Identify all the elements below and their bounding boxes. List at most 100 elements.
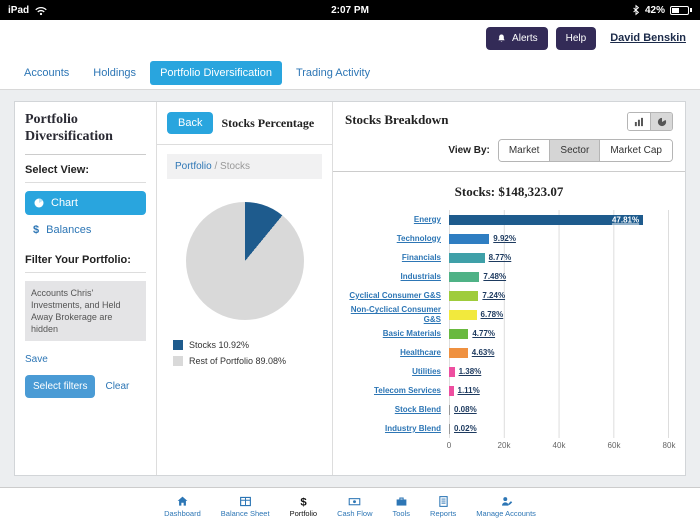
bottom-nav-reports[interactable]: Reports — [430, 495, 456, 518]
view-by-sector[interactable]: Sector — [549, 140, 600, 161]
bar-row-cyclical-consumer-g-s: Cyclical Consumer G&S 7.24% — [337, 286, 669, 305]
bar-category-utilities[interactable]: Utilities — [412, 366, 441, 376]
bar-plot: 6.78% — [449, 305, 669, 324]
view-balances-link[interactable]: $ Balances — [25, 219, 146, 241]
help-button[interactable]: Help — [555, 26, 597, 50]
bar-plot: 4.63% — [449, 343, 669, 362]
bottom-nav-tools[interactable]: Tools — [392, 495, 411, 518]
bar-plot: 4.77% — [449, 324, 669, 343]
save-link[interactable]: Save — [25, 354, 48, 366]
bottom-nav-label: Tools — [392, 509, 411, 518]
bar-row-energy: Energy 47.81% — [337, 210, 669, 229]
x-axis: 0 20k 40k 60k 80k — [446, 438, 676, 453]
bar-category-stock-blend[interactable]: Stock Blend — [394, 404, 441, 414]
bar-category-cyclical-consumer-g-s[interactable]: Cyclical Consumer G&S — [349, 290, 441, 300]
x-tick-80k: 80k — [662, 441, 676, 450]
bar-value-basic-materials[interactable]: 4.77% — [472, 329, 496, 338]
bottom-nav-label: Balance Sheet — [220, 509, 270, 518]
bottom-nav-balance-sheet[interactable]: Balance Sheet — [221, 495, 270, 518]
view-chart-button[interactable]: Chart — [25, 190, 146, 215]
app-header: Alerts Help David Benskin — [0, 20, 700, 56]
user-name-link[interactable]: David Benskin — [610, 32, 686, 44]
bar-value-cyclical-consumer-g-s[interactable]: 7.24% — [482, 291, 506, 300]
tab-portfolio-diversification[interactable]: Portfolio Diversification — [150, 60, 282, 85]
status-time: 2:07 PM — [331, 4, 369, 16]
view-by-label: View By: — [448, 145, 490, 156]
tab-accounts[interactable]: Accounts — [24, 66, 70, 79]
legend-item-stocks: Stocks 10.92% — [173, 340, 316, 350]
bar-plot: 47.81% — [449, 210, 669, 229]
bottom-nav-cash-flow[interactable]: Cash Flow — [337, 495, 373, 518]
bar-industry-blend[interactable] — [449, 423, 450, 434]
alerts-button[interactable]: Alerts — [486, 26, 548, 50]
tab-trading-activity[interactable]: Trading Activity — [295, 66, 371, 79]
help-label: Help — [565, 32, 587, 44]
bar-row-industry-blend: Industry Blend 0.02% — [337, 419, 669, 438]
bar-row-financials: Financials 8.77% — [337, 248, 669, 267]
bar-view-icon-button[interactable] — [628, 113, 650, 130]
bar-telecom-services[interactable] — [449, 385, 454, 396]
stocks-percentage-panel: Back Stocks Percentage Portfolio / Stock… — [157, 102, 333, 475]
bar-healthcare[interactable] — [449, 347, 468, 358]
tab-holdings[interactable]: Holdings — [93, 66, 137, 79]
bar-financials[interactable] — [449, 252, 485, 263]
bar-technology[interactable] — [449, 233, 490, 244]
bar-non-cyclical-consumer-g-s[interactable] — [449, 309, 477, 320]
back-button[interactable]: Back — [167, 112, 214, 134]
view-by-segmented: Market Sector Market Cap — [497, 139, 673, 162]
status-bar: iPad 2:07 PM 42% — [0, 0, 700, 20]
select-filters-button[interactable]: Select filters — [25, 375, 96, 399]
view-by-market-cap[interactable]: Market Cap — [599, 140, 672, 161]
clear-link[interactable]: Clear — [105, 381, 130, 393]
bar-value-utilities[interactable]: 1.38% — [458, 367, 482, 376]
view-by-market[interactable]: Market — [498, 140, 550, 161]
bar-row-basic-materials: Basic Materials 4.77% — [337, 324, 669, 343]
bar-category-financials[interactable]: Financials — [401, 252, 441, 262]
bar-value-telecom-services[interactable]: 1.11% — [457, 386, 480, 395]
legend-swatch — [173, 340, 183, 350]
filters-row: Select filters Clear — [25, 375, 146, 399]
reports-icon — [437, 495, 450, 508]
bar-row-stock-blend: Stock Blend 0.08% — [337, 400, 669, 419]
breadcrumb-portfolio-link[interactable]: Portfolio — [175, 161, 212, 172]
bar-energy[interactable]: 47.81% — [449, 214, 644, 225]
pie-view-icon-button[interactable] — [650, 113, 672, 130]
bar-value-technology[interactable]: 9.92% — [493, 234, 516, 243]
legend-swatch — [173, 356, 183, 366]
pie-legend: Stocks 10.92% Rest of Portfolio 89.08% — [157, 340, 332, 372]
device-label: iPad — [8, 4, 30, 16]
bar-category-energy[interactable]: Energy — [413, 214, 441, 224]
dollar-icon: $ — [33, 223, 40, 236]
x-tick-0: 0 — [446, 441, 452, 450]
bar-cyclical-consumer-g-s[interactable] — [449, 290, 479, 301]
bar-value-industrials[interactable]: 7.48% — [483, 272, 507, 281]
bar-value-non-cyclical-consumer-g-s[interactable]: 6.78% — [480, 310, 504, 319]
cash-flow-icon — [348, 495, 361, 508]
breakdown-header-row1: Stocks Breakdown — [345, 112, 673, 131]
bar-stock-blend[interactable] — [449, 404, 450, 415]
bar-value-healthcare[interactable]: 4.63% — [471, 348, 495, 357]
bottom-nav-manage-accounts[interactable]: Manage Accounts — [476, 495, 536, 518]
bar-category-industrials[interactable]: Industrials — [400, 271, 441, 281]
bar-value-stock-blend[interactable]: 0.08% — [454, 405, 477, 414]
bar-category-basic-materials[interactable]: Basic Materials — [382, 328, 441, 338]
bar-category-healthcare[interactable]: Healthcare — [400, 347, 441, 357]
status-right: 42% — [632, 4, 692, 16]
bar-basic-materials[interactable] — [449, 328, 469, 339]
bar-value-financials[interactable]: 8.77% — [488, 253, 512, 262]
bar-industrials[interactable] — [449, 271, 480, 282]
bottom-nav-label: Dashboard — [164, 509, 201, 518]
bar-category-non-cyclical-consumer-g-s[interactable]: Non-Cyclical Consumer G&S — [350, 305, 441, 324]
pie-chart[interactable] — [185, 202, 304, 320]
bar-value-industry-blend[interactable]: 0.02% — [454, 424, 477, 433]
bar-value-energy[interactable]: 47.81% — [611, 215, 640, 224]
bar-utilities[interactable] — [449, 366, 455, 377]
bottom-nav-dashboard[interactable]: Dashboard — [164, 495, 201, 518]
breadcrumb: Portfolio / Stocks — [167, 154, 322, 179]
bottom-nav-label: Manage Accounts — [476, 509, 536, 518]
bar-category-telecom-services[interactable]: Telecom Services — [373, 385, 441, 395]
bottom-nav-portfolio[interactable]: $ Portfolio — [290, 495, 318, 518]
bar-category-technology[interactable]: Technology — [396, 233, 441, 243]
bar-category-industry-blend[interactable]: Industry Blend — [384, 423, 441, 433]
bluetooth-icon — [632, 4, 640, 16]
